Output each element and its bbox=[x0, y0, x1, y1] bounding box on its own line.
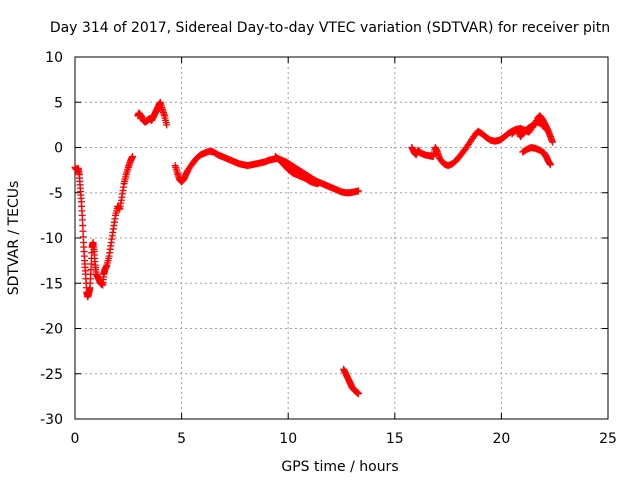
x-axis-title: GPS time / hours bbox=[281, 459, 398, 475]
data-point bbox=[546, 161, 554, 169]
series-seg4 bbox=[271, 153, 322, 188]
data-point bbox=[129, 153, 137, 161]
y-tick-label: -30 bbox=[40, 412, 63, 428]
data-point bbox=[314, 180, 322, 188]
y-tick-label: 5 bbox=[54, 95, 63, 111]
data-point bbox=[355, 390, 363, 398]
x-tick-label: 15 bbox=[386, 431, 404, 447]
series-seg8 bbox=[519, 144, 554, 169]
series-seg2 bbox=[134, 98, 171, 129]
series-seg7 bbox=[508, 118, 550, 141]
x-tick-label: 5 bbox=[177, 431, 186, 447]
x-tick-label: 10 bbox=[279, 431, 297, 447]
chart-title: Day 314 of 2017, Sidereal Day-to-day VTE… bbox=[50, 20, 610, 36]
y-tick-label: -15 bbox=[40, 276, 63, 292]
series-seg3 bbox=[171, 147, 363, 197]
y-tick-label: -10 bbox=[40, 231, 63, 247]
y-tick-label: -5 bbox=[49, 186, 63, 202]
series-seg1 bbox=[71, 153, 137, 301]
y-axis-title: SDTVAR / TECUs bbox=[6, 181, 22, 296]
data-point bbox=[163, 121, 171, 129]
series-seg5 bbox=[340, 365, 363, 398]
data-point bbox=[549, 138, 557, 146]
data-point bbox=[541, 124, 549, 132]
y-tick-label: 10 bbox=[45, 50, 63, 66]
x-axis: 0 5 10 15 20 25 bbox=[71, 57, 617, 447]
y-axis: 10 5 0 -5 -10 -15 -20 -25 -30 bbox=[40, 50, 608, 428]
data-point bbox=[355, 187, 363, 195]
y-tick-label: -20 bbox=[40, 322, 63, 338]
x-tick-label: 25 bbox=[599, 431, 617, 447]
data-point bbox=[542, 125, 550, 133]
x-tick-label: 0 bbox=[71, 431, 80, 447]
y-tick-label: 0 bbox=[54, 141, 63, 157]
data-points bbox=[71, 98, 557, 398]
x-tick-label: 20 bbox=[492, 431, 510, 447]
y-tick-label: -25 bbox=[40, 367, 63, 383]
